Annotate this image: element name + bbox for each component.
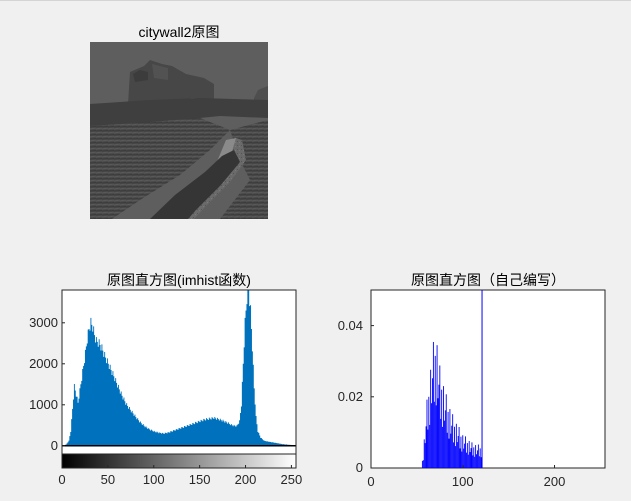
hist2-xtick-label: 0 xyxy=(367,474,375,489)
hist1-title: 原图直方图(imhist函数) xyxy=(107,272,251,288)
hist2-xtick-label: 100 xyxy=(451,474,474,489)
hist2-ytick-label: 0.02 xyxy=(337,388,363,404)
hist2-xtick-label: 200 xyxy=(543,474,566,489)
figure-top-border xyxy=(0,0,631,1)
hist1-xtick-label: 0 xyxy=(58,472,66,487)
hist2-title: 原图直方图（自己编写） xyxy=(411,272,565,288)
hist2-axes xyxy=(370,289,606,469)
hist1-xtick-label: 50 xyxy=(100,472,116,487)
hist1-axes xyxy=(61,289,297,469)
image-title: citywall2原图 xyxy=(138,24,220,40)
hist1-ytick-label: 0 xyxy=(50,437,58,453)
hist1-bars xyxy=(62,290,297,446)
hist2-bars xyxy=(421,290,483,468)
hist1-ytick-label: 1000 xyxy=(29,396,58,412)
hist1-ytick-label: 3000 xyxy=(29,314,58,330)
hist1-xtick-label: 250 xyxy=(280,472,303,487)
hist1-xtick-label: 200 xyxy=(234,472,257,487)
grayscale-colorbar xyxy=(61,453,297,469)
hist2-ytick-label: 0 xyxy=(355,460,363,475)
hist1-ytick-label: 2000 xyxy=(29,355,58,371)
hist2-ytick-label: 0.04 xyxy=(337,317,363,333)
citywall-image xyxy=(90,42,268,219)
hist1-xtick-label: 100 xyxy=(142,472,165,487)
hist1-xtick-label: 150 xyxy=(188,472,211,487)
